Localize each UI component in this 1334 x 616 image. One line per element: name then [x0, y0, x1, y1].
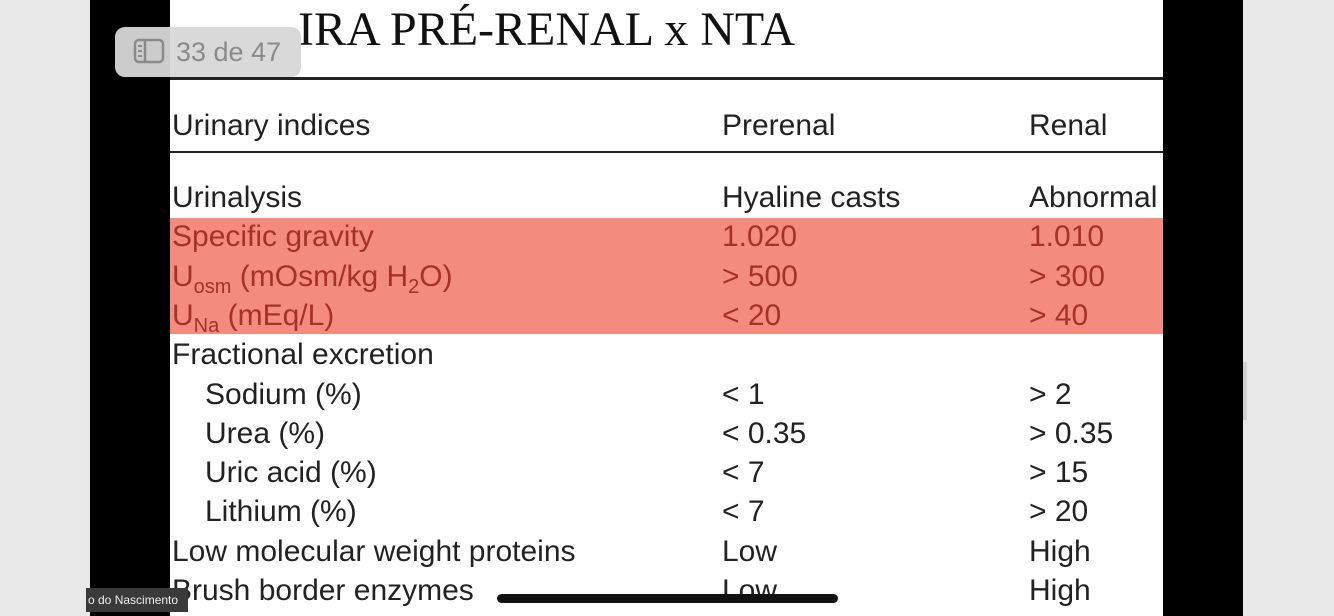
cell: > 300 — [1029, 259, 1105, 293]
label-part: Lithium (%) — [205, 495, 357, 529]
cell: < 7 — [722, 456, 765, 490]
label-part: Na — [193, 314, 220, 337]
header-cell: Renal — [1029, 109, 1108, 142]
rule — [170, 151, 1163, 153]
label-part: osm — [193, 275, 232, 298]
highlight — [170, 218, 1163, 334]
row-label: Lithium (%) — [205, 494, 357, 530]
label-part: 2 — [408, 275, 420, 298]
cell: Abnormal — [1029, 181, 1158, 214]
label-part: Low molecular weight proteins — [172, 534, 576, 568]
cell: High — [1029, 574, 1091, 607]
label-part: U — [172, 259, 194, 293]
label-part: (mOsm/kg H — [231, 259, 409, 293]
cell: < 20 — [722, 298, 782, 332]
cell: 1.010 — [1029, 220, 1105, 254]
label-part: Brush border enzymes — [172, 574, 474, 607]
label-part: O) — [419, 259, 453, 293]
cell: > 2 — [1029, 377, 1072, 411]
header-cell: Prerenal — [722, 109, 836, 142]
cell: 1.020 — [722, 220, 798, 254]
cell: Low — [722, 534, 778, 568]
cell: Low — [722, 574, 778, 607]
row-label: Uosm (mOsm/kg H2O) — [172, 259, 453, 298]
label-part: Specific gravity — [172, 220, 374, 254]
cell: > 15 — [1029, 456, 1089, 490]
row-label: Fractional excretion — [172, 337, 434, 373]
home-indicator — [497, 594, 838, 603]
cell: > 500 — [722, 259, 798, 293]
cell: > 20 — [1029, 495, 1089, 529]
row-label: Urinalysis — [172, 180, 302, 216]
header-cell: Urinary indices — [172, 109, 371, 142]
label-part: Fractional excretion — [172, 338, 434, 372]
page-indicator[interactable] — [115, 27, 301, 77]
label-part: Urinalysis — [172, 181, 303, 214]
label-part: (mEq/L) — [219, 298, 335, 332]
row-label: Low molecular weight proteins — [172, 534, 576, 570]
cell: < 1 — [722, 377, 765, 411]
row-label: Brush border enzymes — [172, 573, 474, 609]
label-part: Sodium (%) — [205, 377, 362, 411]
cell: Hyaline casts — [722, 181, 901, 214]
slide-title: IRA PRÉ-RENAL x NTA — [298, 3, 796, 56]
cell: > 40 — [1029, 298, 1089, 332]
row-label: Urea (%) — [205, 416, 325, 452]
cell: > 0.35 — [1029, 416, 1114, 450]
page-indicator-text: 33 de 47 — [176, 37, 282, 67]
cell: < 7 — [722, 495, 765, 529]
label-part: U — [172, 298, 194, 332]
rule — [170, 77, 1163, 80]
cell: < 0.35 — [722, 416, 807, 450]
row-label: UNa (mEq/L) — [172, 298, 335, 337]
sidebar-icon — [133, 38, 165, 64]
scrollbar — [1243, 362, 1247, 420]
row-label: Sodium (%) — [205, 377, 362, 413]
participant-label: o do Nascimento — [86, 588, 188, 612]
row-label: Uric acid (%) — [205, 455, 377, 491]
label-part: Uric acid (%) — [205, 456, 377, 490]
slide: IRA PRÉ-RENAL x NTA Urinary indices Prere… — [170, 0, 1163, 616]
cell: High — [1029, 534, 1091, 568]
label-part: Urea (%) — [205, 416, 326, 450]
row-label: Specific gravity — [172, 219, 374, 255]
